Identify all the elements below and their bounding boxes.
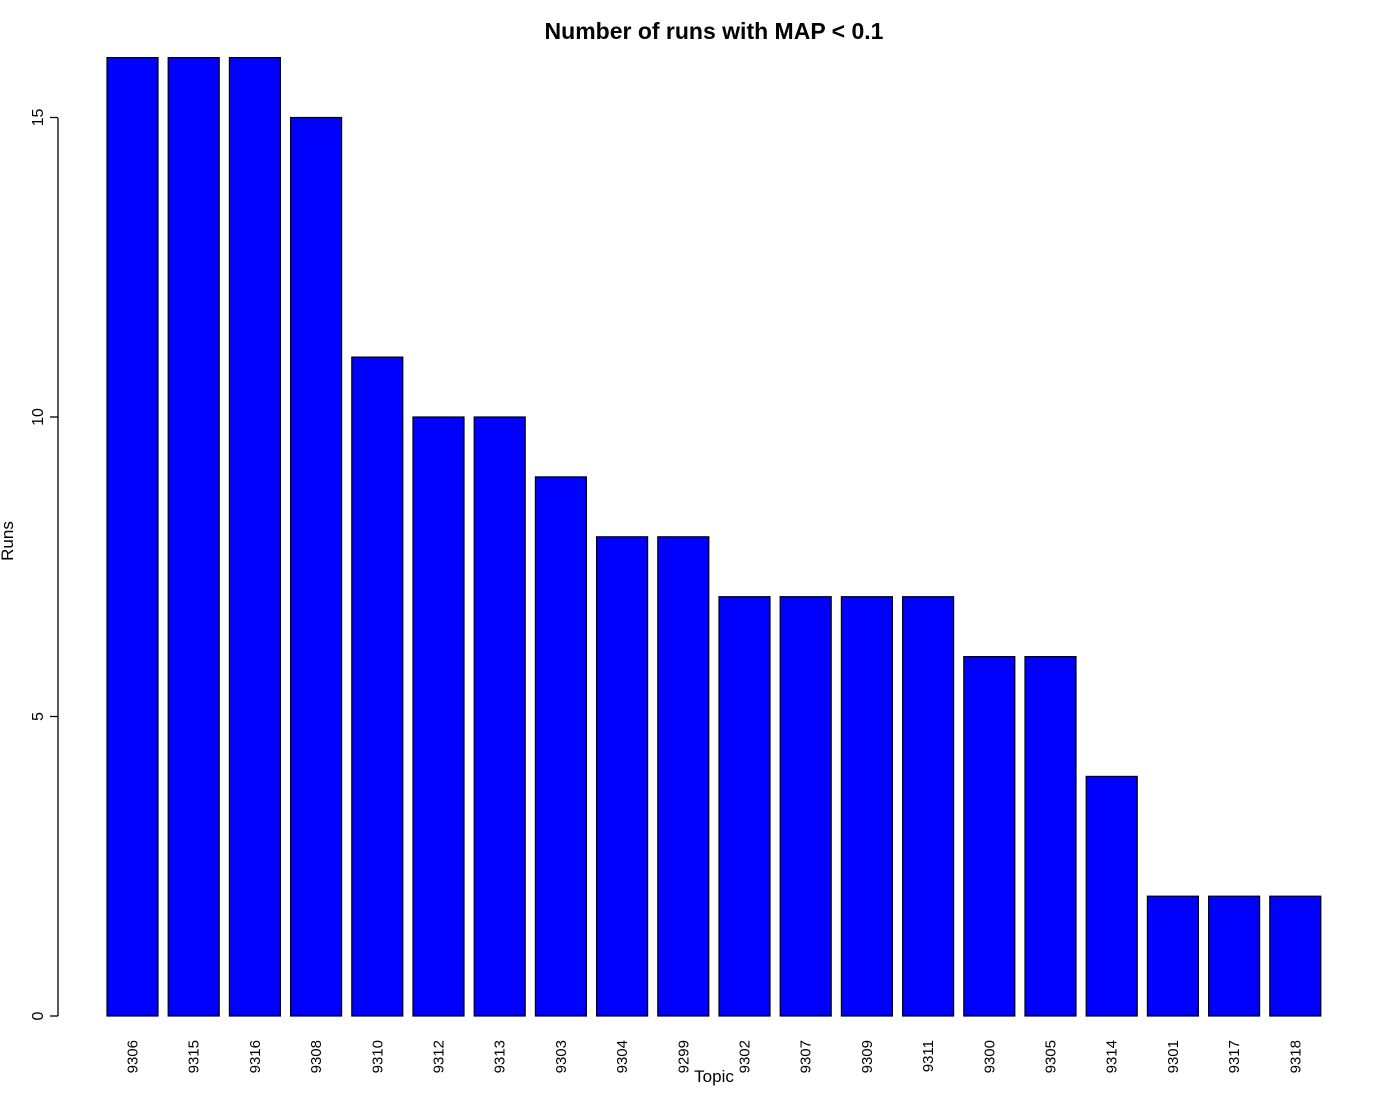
bar-9305 <box>1024 655 1077 1017</box>
x-tick-label: 9303 <box>553 1040 570 1073</box>
x-tick-label: 9304 <box>614 1040 631 1073</box>
bar-9318 <box>1269 895 1322 1017</box>
x-tick-label: 9314 <box>1104 1040 1121 1073</box>
x-axis-label: Topic <box>694 1067 734 1086</box>
x-tick-label: 9309 <box>859 1040 876 1073</box>
bar-9310 <box>351 356 404 1017</box>
x-tick-label: 9317 <box>1226 1040 1243 1073</box>
bar-9307 <box>779 596 832 1017</box>
bar-9317 <box>1207 895 1261 1017</box>
x-tick-label: 9305 <box>1043 1040 1060 1073</box>
x-tick-label: 9312 <box>431 1040 448 1073</box>
bar-9311 <box>901 596 955 1017</box>
y-axis-ticks: 0 5 10 15 <box>30 109 58 1020</box>
y-tick-label: 0 <box>30 1011 47 1020</box>
bar-9313 <box>473 416 526 1017</box>
x-tick-label: 9310 <box>369 1040 386 1073</box>
y-tick-label: 5 <box>30 712 47 721</box>
y-tick-label: 10 <box>30 408 47 426</box>
bars-group <box>106 56 1322 1017</box>
x-tick-label: 9300 <box>981 1040 998 1073</box>
x-tick-label: 9307 <box>798 1040 815 1073</box>
x-tick-label: 9306 <box>125 1040 142 1073</box>
bar-9299 <box>657 536 710 1017</box>
y-axis-label: Runs <box>0 521 17 561</box>
bar-9301 <box>1146 895 1200 1017</box>
x-tick-label: 9316 <box>247 1040 264 1073</box>
bar-9303 <box>534 476 588 1017</box>
x-tick-label: 9308 <box>308 1040 325 1073</box>
bar-9304 <box>595 536 649 1017</box>
bar-9316 <box>228 56 281 1017</box>
x-tick-label: 9313 <box>492 1040 509 1073</box>
x-tick-label: 9302 <box>737 1040 754 1073</box>
x-tick-label: 9299 <box>675 1040 692 1073</box>
bar-9314 <box>1085 775 1138 1017</box>
x-tick-label: 9301 <box>1165 1040 1182 1073</box>
x-tick-label: 9315 <box>186 1040 203 1073</box>
bar-9315 <box>167 56 220 1017</box>
bar-9312 <box>412 416 465 1017</box>
bar-9308 <box>290 116 343 1017</box>
x-tick-label: 9311 <box>920 1040 937 1072</box>
x-tick-labels: 9306 9315 9316 9308 9310 9312 9313 9303 9304 9299… <box>125 1040 1305 1073</box>
bar-9300 <box>963 655 1016 1017</box>
bar-9309 <box>840 596 894 1017</box>
x-tick-label: 9318 <box>1287 1040 1304 1073</box>
y-tick-label: 15 <box>30 109 47 127</box>
bar-9306 <box>106 56 159 1017</box>
chart-title: Number of runs with MAP < 0.1 <box>545 18 884 44</box>
bar-9302 <box>718 596 771 1017</box>
